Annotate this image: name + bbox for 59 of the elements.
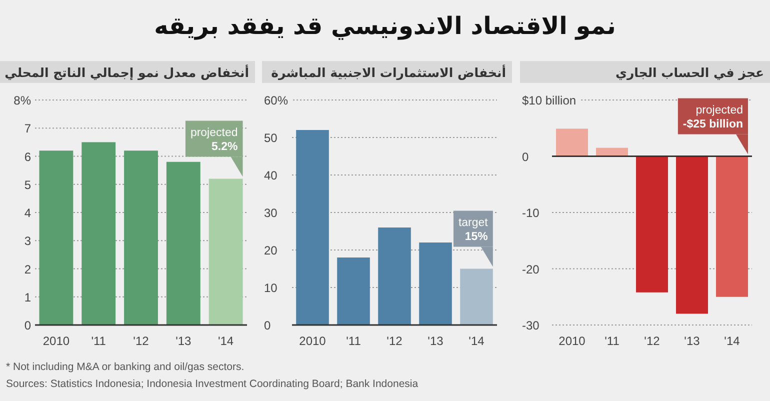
bar [378,228,411,325]
chart-subtitle: أنخفاض الاستثمارات الاجنبية المباشرة [271,64,506,81]
annotation: projected 5.2% [190,126,238,153]
x-tick-label: '12 [644,334,660,348]
annotation: projected -$25 billion [682,104,743,130]
y-tick-label: 5 [24,178,32,192]
chart-subtitle: أنخفاض معدل نمو إجمالي الناتج المحلي [4,64,249,81]
y-tick-label: 50 [264,131,278,145]
x-tick-label: '13 [176,334,192,348]
y-tick-label: $10 billion [522,94,576,108]
x-tick-label: '13 [684,334,700,348]
y-tick-label: 8% [14,94,32,108]
bar [419,242,452,325]
y-tick-label: -30 [522,318,540,332]
y-tick-label: -10 [522,206,540,220]
y-tick-label: 0 [24,318,32,332]
bar [39,150,74,325]
y-tick-label: 4 [24,206,32,220]
y-tick-label: -20 [522,262,540,276]
x-tick-label: '11 [346,334,362,348]
x-tick-label: '11 [604,334,620,348]
bar [556,128,588,156]
y-tick-label: 2 [24,262,32,276]
bar [166,162,200,325]
y-tick-label: 3 [24,234,32,248]
bar [124,150,158,325]
annotation: target 15% [458,216,489,243]
x-tick-label: '13 [428,334,444,348]
bar [636,156,668,292]
y-tick-label: 1 [24,290,32,304]
x-tick-label: '12 [386,334,403,348]
source-note: Sources: Statistics Indonesia; Indonesia Investment Coordinating Board; Bank Indonesia [6,378,418,390]
y-tick-label: 0 [264,318,271,332]
x-tick-label: '11 [91,334,106,348]
text: * Not including M&A or banking and oil/gas sectors. [6,361,244,373]
bar [676,156,708,314]
x-tick-label: '12 [133,334,150,348]
bar [716,156,748,297]
x-tick-label: '14 [218,334,234,348]
y-tick-label: 6 [24,150,32,164]
x-tick-label: 2010 [558,334,586,348]
bar [208,178,243,325]
bar [296,130,329,325]
y-tick-label: 0 [522,150,529,164]
y-tick-label: 60% [264,94,288,108]
bar [460,268,493,325]
bar [82,142,116,325]
y-tick-label: 7 [24,122,32,136]
bar [337,258,370,325]
y-tick-label: 30 [264,206,278,220]
x-tick-label: '14 [724,334,740,348]
text: نمو الاقتصاد الاندونيسي قد يفقد بريقه [154,12,616,40]
x-tick-label: 2010 [42,334,70,348]
chart-subtitle: عجز في الحساب الجاري [615,65,764,81]
x-tick-label: 2010 [299,334,326,348]
y-tick-label: 20 [264,244,278,258]
y-tick-label: 40 [264,168,278,182]
y-tick-label: 10 [264,281,278,295]
x-tick-label: '14 [468,334,485,348]
